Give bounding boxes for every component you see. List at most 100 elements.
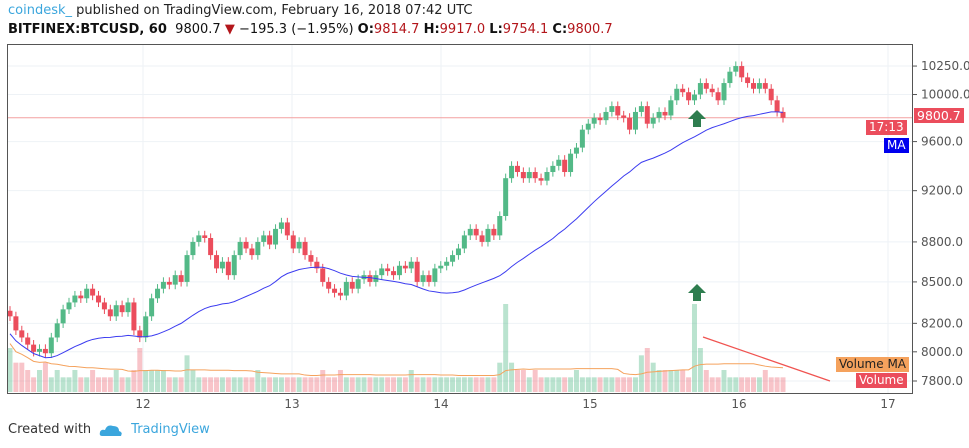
candle-body xyxy=(107,309,113,317)
time-tick-label: 15 xyxy=(582,397,597,411)
candle-body xyxy=(172,275,178,285)
candle-body xyxy=(414,261,420,282)
candle-body xyxy=(60,309,66,324)
volume-bar xyxy=(615,377,621,392)
volume-bar xyxy=(373,377,379,392)
volume-bar xyxy=(473,377,479,392)
candle-body xyxy=(225,261,231,276)
candle-body xyxy=(420,275,426,282)
candle-body xyxy=(137,330,143,338)
candle-body xyxy=(296,241,302,249)
tradingview-link[interactable]: TradingView xyxy=(131,422,210,437)
candle-body xyxy=(237,241,243,256)
candle-body xyxy=(160,281,166,289)
volume-bar xyxy=(314,377,320,392)
volume-bar xyxy=(632,377,638,392)
candle-body xyxy=(627,117,633,130)
candle-body xyxy=(509,165,515,179)
low-value: 9754.1 xyxy=(502,22,549,37)
candle-body xyxy=(143,316,149,338)
volume-bar xyxy=(13,362,19,392)
volume-bar xyxy=(420,377,426,392)
candle-body xyxy=(90,288,96,296)
candle-body xyxy=(396,265,402,276)
volume-bar xyxy=(19,362,25,392)
candle-body xyxy=(7,310,13,317)
volume-bar xyxy=(225,377,231,392)
candle-body xyxy=(573,147,579,154)
candle-body xyxy=(25,337,31,345)
candle-body xyxy=(208,237,214,256)
price-tick-label: 8000.0 xyxy=(921,345,963,359)
tradingview-cloud-icon xyxy=(99,425,122,436)
candle-body xyxy=(632,111,638,130)
volume-bar xyxy=(290,377,296,392)
volume-bar xyxy=(520,370,526,392)
candle-body xyxy=(668,100,674,116)
time-tick-label: 13 xyxy=(284,397,299,411)
volume-bar xyxy=(603,377,609,392)
footer: Created with TradingView xyxy=(8,422,210,437)
price-chart[interactable]: 10250.0 10000.0 9600.0 9200.0 8800.0 8500.0 82… xyxy=(0,0,969,420)
candle-body xyxy=(131,302,137,331)
candle-body xyxy=(96,295,102,303)
volume-bar xyxy=(715,377,721,392)
trend-line xyxy=(702,336,831,382)
volume-bar xyxy=(137,348,143,392)
volume-bar xyxy=(278,377,284,392)
candle-body xyxy=(66,302,72,310)
candle-body xyxy=(19,330,25,338)
volume-bar xyxy=(267,377,273,392)
price-tick-label: 9600.0 xyxy=(921,135,963,149)
volume-bar xyxy=(60,377,66,392)
volume-bar xyxy=(37,370,43,392)
high-label: H: xyxy=(423,22,440,37)
candle-body xyxy=(444,261,450,266)
candle-body xyxy=(597,117,603,121)
candle-body xyxy=(585,123,591,130)
volume-bar xyxy=(780,377,786,392)
time-tick-label: 12 xyxy=(135,397,150,411)
volume-bar xyxy=(119,377,125,392)
volume-bar xyxy=(662,370,668,392)
candle-body xyxy=(155,288,161,299)
volume-bar xyxy=(284,377,290,392)
candle-body xyxy=(149,298,155,317)
volume-bar xyxy=(426,377,432,392)
author-link[interactable]: coindesk_ xyxy=(8,3,73,18)
candle-body xyxy=(273,228,279,245)
volume-bar xyxy=(214,377,220,392)
candle-body xyxy=(278,222,284,229)
candle-body xyxy=(284,222,290,236)
volume-bar xyxy=(479,377,485,392)
candle-body xyxy=(308,255,314,262)
volume-bar xyxy=(149,370,155,392)
volume-bar xyxy=(320,370,326,392)
low-label: L: xyxy=(489,22,503,37)
candle-body xyxy=(438,265,444,269)
candle-body xyxy=(332,288,338,293)
candle-body xyxy=(113,305,119,317)
candle-body xyxy=(650,117,656,124)
candle-body xyxy=(326,281,332,289)
close-label: C: xyxy=(552,22,568,37)
volume-bar xyxy=(438,377,444,392)
volume-bar xyxy=(538,377,544,392)
candle-body xyxy=(349,281,355,289)
candle-body xyxy=(432,268,438,282)
price-tick-label: 10000.0 xyxy=(921,88,969,102)
volume-bar xyxy=(249,377,255,392)
volume-bar xyxy=(196,377,202,392)
up-arrow-icon xyxy=(688,110,706,127)
volume-bar xyxy=(48,377,54,392)
candle-body xyxy=(337,292,343,296)
symbol: BITFINEX:BTCUSD, 60 xyxy=(8,22,167,37)
candle-body xyxy=(727,71,733,84)
volume-bar xyxy=(54,370,60,392)
volume-bar xyxy=(31,377,37,392)
volume-bar xyxy=(703,370,709,392)
volume-bar xyxy=(42,362,48,392)
volume-bar xyxy=(96,377,102,392)
candle-body xyxy=(721,83,727,101)
candle-body xyxy=(84,288,90,299)
